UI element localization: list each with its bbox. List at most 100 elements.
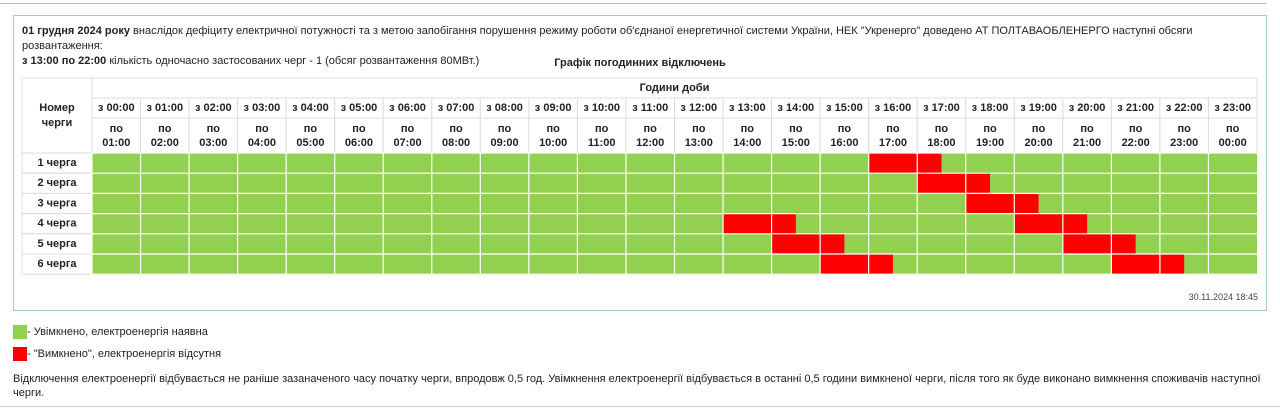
column-to: 23:00 — [1170, 137, 1198, 149]
header-cell — [479, 117, 530, 154]
queue-name: 4 черга — [37, 218, 77, 230]
column-to: по — [207, 123, 221, 135]
column-to: 10:00 — [539, 137, 567, 149]
row-header: Номер черги — [39, 102, 75, 129]
column-to: 12:00 — [636, 137, 664, 149]
column-to: по — [352, 123, 366, 135]
column-to: 07:00 — [393, 137, 421, 149]
column-from: з 16:00 — [875, 102, 912, 114]
column-to: 18:00 — [927, 137, 955, 149]
column-to: по — [935, 123, 949, 135]
column-from: з 04:00 — [292, 102, 329, 114]
column-to: 05:00 — [296, 137, 324, 149]
column-from: з 08:00 — [486, 102, 523, 114]
table-title: Графік погодинних відключень — [554, 57, 726, 69]
column-to: по — [595, 123, 609, 135]
column-from: з 12:00 — [680, 102, 717, 114]
column-to: 20:00 — [1024, 137, 1052, 149]
header-cell — [1013, 117, 1064, 154]
date: 01 грудня 2024 року — [22, 25, 130, 37]
column-to: по — [546, 123, 560, 135]
header-cell — [771, 117, 821, 154]
column-to: по — [401, 123, 415, 135]
column-to: по — [644, 123, 658, 135]
column-to: по — [789, 123, 803, 135]
column-from: з 06:00 — [389, 102, 426, 114]
column-to: по — [1032, 123, 1046, 135]
column-to: 22:00 — [1122, 137, 1150, 149]
legend-label: - Увімкнено, електроенергія наявна — [27, 326, 208, 338]
column-from: з 18:00 — [972, 102, 1009, 114]
column-from: з 05:00 — [341, 102, 378, 114]
queue-name: 2 черга — [37, 177, 77, 189]
column-from: з 17:00 — [923, 102, 960, 114]
column-to: по — [110, 123, 124, 135]
column-to: 09:00 — [491, 137, 519, 149]
bottom-border — [0, 406, 1280, 407]
column-from: з 10:00 — [583, 102, 620, 114]
header-cell — [625, 117, 675, 154]
legend-entry: - Увімкнено, електроенергія наявна — [13, 325, 221, 339]
column-to: 15:00 — [782, 137, 810, 149]
header-cell — [431, 117, 481, 154]
column-to: по — [449, 123, 463, 135]
column-from: з 21:00 — [1117, 102, 1154, 114]
intro: 01 грудня 2024 року внаслідок дефіциту е… — [22, 24, 1262, 69]
column-to: 14:00 — [733, 137, 761, 149]
outage — [868, 153, 942, 174]
column-to: по — [1226, 123, 1240, 135]
column-to: 00:00 — [1219, 137, 1247, 149]
header-cell — [382, 117, 433, 154]
intro-text: кількість одночасно застосованих черг - … — [109, 55, 480, 67]
outage — [1014, 213, 1088, 234]
column-to: по — [741, 123, 755, 135]
outage — [1111, 254, 1185, 275]
schedule-panel — [13, 15, 1267, 311]
column-from: з 03:00 — [244, 102, 281, 114]
column-from: з 23:00 — [1214, 102, 1251, 114]
intro-text: внаслідок дефіциту електричної потужност… — [22, 25, 1193, 52]
column-to: 11:00 — [588, 137, 616, 149]
updated: 30.11.2024 18:45 — [1188, 292, 1258, 302]
column-to: 17:00 — [879, 137, 907, 149]
legend: - Увімкнено, електроенергія наявна - "Вим… — [13, 325, 221, 369]
column-to: по — [255, 123, 269, 135]
column-from: з 19:00 — [1020, 102, 1057, 114]
header-cell — [965, 117, 1015, 154]
outage — [1062, 233, 1136, 254]
top-border — [0, 3, 1266, 4]
queue-name: 6 черга — [37, 258, 77, 270]
column-from: з 11:00 — [632, 102, 668, 114]
column-to: по — [886, 123, 900, 135]
column-to: 06:00 — [345, 137, 373, 149]
column-to: 13:00 — [685, 137, 713, 149]
column-from: з 01:00 — [146, 102, 183, 114]
column-to: 02:00 — [151, 137, 179, 149]
intro-line: з 13:00 по 22:00 кількість одночасно зас… — [22, 54, 1262, 69]
column-to: 16:00 — [830, 137, 858, 149]
column-to: по — [498, 123, 512, 135]
column-to: 04:00 — [248, 137, 276, 149]
header-cell — [916, 117, 967, 154]
outage — [723, 213, 796, 234]
column-from: з 14:00 — [778, 102, 815, 114]
legend-label: - "Вимкнено", електроенергія відсутня — [27, 348, 222, 360]
note: Відключення електроенергії відбувається … — [13, 373, 1261, 399]
header-cell — [819, 117, 870, 154]
queue-name: 3 черга — [37, 197, 77, 209]
column-to: 19:00 — [976, 137, 1004, 149]
outage — [771, 233, 845, 254]
schedule-table: Графік погодинних відключень Номер черги Г… — [21, 57, 1258, 275]
legend-swatch — [13, 325, 27, 339]
column-to: по — [158, 123, 172, 135]
header-cell — [722, 117, 773, 154]
column-from: з 20:00 — [1069, 102, 1106, 114]
column-to: по — [1178, 123, 1192, 135]
column-to: по — [1129, 123, 1143, 135]
header-cell — [1207, 117, 1258, 154]
header-cell — [1062, 117, 1112, 154]
column-to: по — [838, 123, 852, 135]
period: з 13:00 по 22:00 — [22, 55, 107, 67]
queue-name: 5 черга — [37, 238, 77, 250]
